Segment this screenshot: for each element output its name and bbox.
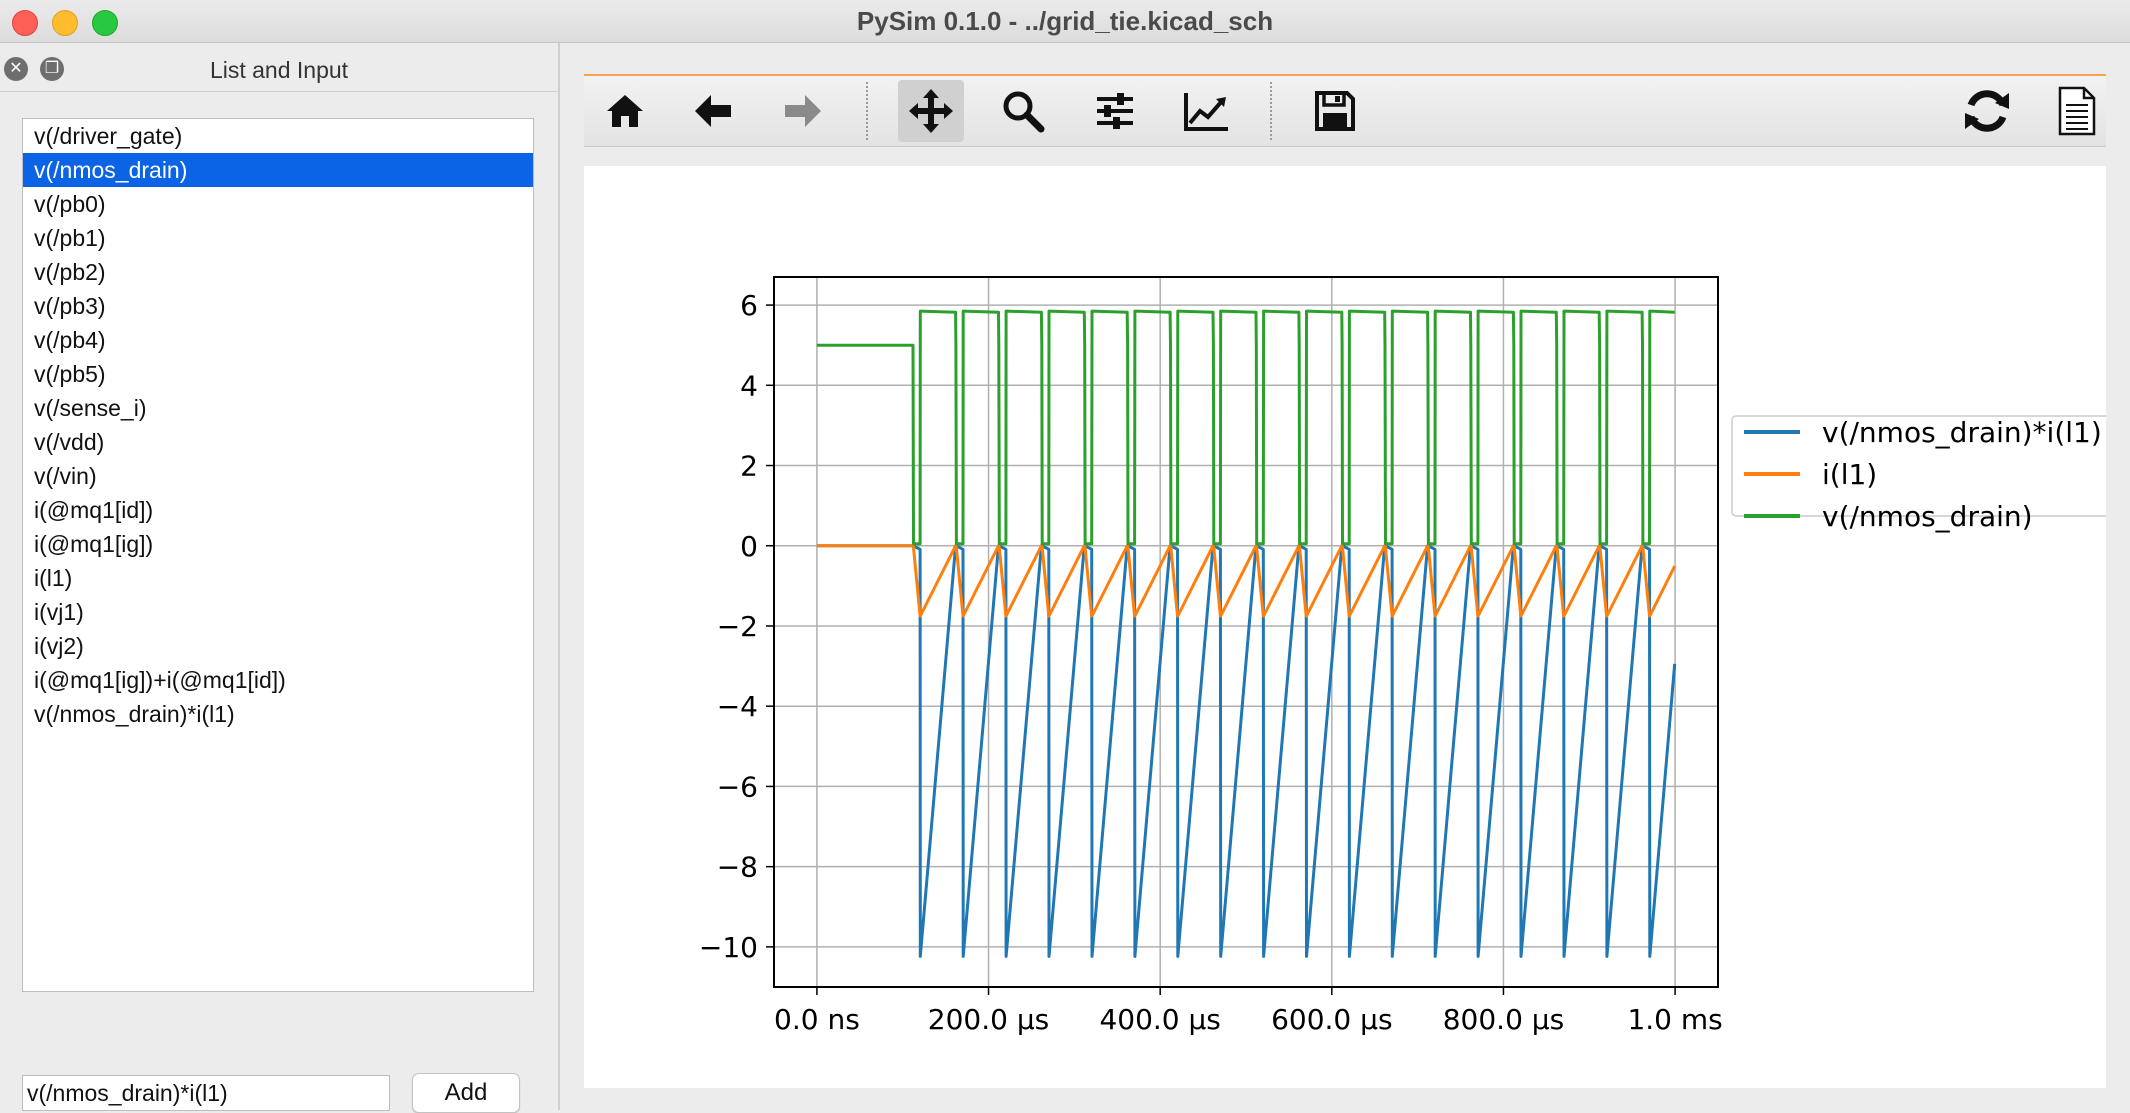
y-tick-label: −10 — [699, 931, 758, 964]
title-bar: PySim 0.1.0 - ../grid_tie.kicad_sch — [0, 0, 2130, 43]
list-item[interactable]: v(/driver_gate) — [23, 119, 533, 153]
y-tick-label: 6 — [740, 289, 758, 322]
plot-toolbar — [584, 74, 2106, 147]
window-title: PySim 0.1.0 - ../grid_tie.kicad_sch — [0, 6, 2130, 37]
x-tick-label: 0.0 ns — [774, 1003, 860, 1036]
pan-button[interactable] — [898, 80, 964, 142]
forward-arrow-icon — [781, 89, 825, 133]
legend-label: v(/nmos_drain)*i(l1) — [1822, 416, 2102, 449]
refresh-button[interactable] — [1954, 80, 2020, 142]
list-item[interactable]: v(/pb4) — [23, 323, 533, 357]
y-tick-label: 4 — [740, 369, 758, 402]
list-item[interactable]: v(/nmos_drain) — [23, 153, 533, 187]
save-button[interactable] — [1302, 80, 1368, 142]
y-tick-label: −2 — [717, 610, 758, 643]
x-tick-label: 200.0 µs — [928, 1003, 1049, 1036]
list-item[interactable]: i(l1) — [23, 561, 533, 595]
series-line — [817, 546, 1675, 616]
signal-list[interactable]: v(/driver_gate) v(/nmos_drain) v(/pb0) v(/p… — [22, 118, 534, 992]
list-item[interactable]: i(@mq1[ig])+i(@mq1[id]) — [23, 663, 533, 697]
toolbar-separator — [1270, 82, 1272, 140]
list-item[interactable]: v(/vdd) — [23, 425, 533, 459]
forward-button[interactable] — [770, 80, 836, 142]
list-item[interactable]: v(/pb3) — [23, 289, 533, 323]
x-tick-label: 1.0 ms — [1627, 1003, 1722, 1036]
plot-canvas[interactable]: 0.0 ns 200.0 µs 400.0 µs 600.0 µs 800.0 µs 1.… — [584, 166, 2106, 1088]
list-item[interactable]: i(@mq1[ig]) — [23, 527, 533, 561]
expression-input[interactable] — [22, 1075, 390, 1111]
list-and-input-dock: ✕ ❐ List and Input v(/driver_gate) v(/nmo… — [0, 43, 560, 1110]
x-tick-label: 400.0 µs — [1099, 1003, 1220, 1036]
list-item[interactable]: v(/nmos_drain)*i(l1) — [23, 697, 533, 731]
add-button[interactable]: Add — [412, 1073, 520, 1113]
legend-label: v(/nmos_drain) — [1822, 500, 2033, 533]
back-button[interactable] — [680, 80, 746, 142]
series-line — [817, 546, 1675, 957]
legend-label: i(l1) — [1822, 458, 1877, 491]
refresh-icon — [1961, 85, 2013, 137]
series-line — [817, 311, 1675, 544]
list-item[interactable]: v(/pb0) — [23, 187, 533, 221]
list-item[interactable]: i(vj2) — [23, 629, 533, 663]
toolbar-separator — [866, 82, 868, 140]
list-item[interactable]: i(vj1) — [23, 595, 533, 629]
dock-title: List and Input — [0, 57, 558, 84]
list-item[interactable]: v(/vin) — [23, 459, 533, 493]
home-button[interactable] — [592, 80, 658, 142]
document-button[interactable] — [2044, 80, 2110, 142]
save-icon — [1313, 89, 1357, 133]
document-icon — [2057, 85, 2097, 137]
list-item[interactable]: v(/pb1) — [23, 221, 533, 255]
zoom-icon — [1000, 88, 1046, 134]
line-chart[interactable]: 0.0 ns 200.0 µs 400.0 µs 600.0 µs 800.0 µs 1.… — [584, 166, 2106, 1088]
edit-axis-button[interactable] — [1174, 80, 1240, 142]
edit-axis-icon — [1182, 89, 1232, 133]
list-item[interactable]: v(/pb2) — [23, 255, 533, 289]
y-tick-label: 0 — [740, 530, 758, 563]
axes-frame — [774, 277, 1718, 987]
configure-subplots-icon — [1093, 89, 1137, 133]
list-item[interactable]: v(/pb5) — [23, 357, 533, 391]
x-tick-label: 800.0 µs — [1443, 1003, 1564, 1036]
y-tick-label: −4 — [717, 690, 758, 723]
pan-icon — [907, 87, 955, 135]
y-tick-label: −6 — [717, 770, 758, 803]
zoom-button[interactable] — [990, 80, 1056, 142]
list-item[interactable]: i(@mq1[id]) — [23, 493, 533, 527]
dock-header: ✕ ❐ List and Input — [0, 43, 558, 92]
list-item[interactable]: v(/sense_i) — [23, 391, 533, 425]
y-tick-label: −8 — [717, 851, 758, 884]
back-arrow-icon — [691, 89, 735, 133]
configure-subplots-button[interactable] — [1082, 80, 1148, 142]
y-tick-label: 2 — [740, 450, 758, 483]
home-icon — [603, 89, 647, 133]
x-tick-label: 600.0 µs — [1271, 1003, 1392, 1036]
